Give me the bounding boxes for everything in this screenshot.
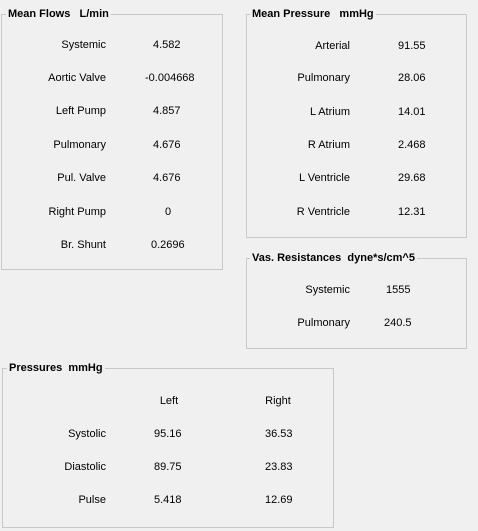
- pressure-value-l-atrium: 14.01: [398, 106, 426, 118]
- resistance-value-systemic: 1555: [386, 284, 411, 296]
- mean-pressure-group: Mean Pressure mmHg Arterial 91.55 Pulmon…: [246, 8, 467, 238]
- flow-label-br-shunt: Br. Shunt: [60, 239, 106, 251]
- pressure-label-r-ventricle: R Ventricle: [296, 206, 350, 218]
- pressure-value-r-atrium: 2.468: [398, 139, 426, 151]
- flow-value-pulmonary: 4.676: [153, 139, 181, 151]
- pressures-group: Pressures mmHg Left Right Systolic 95.16…: [2, 362, 334, 528]
- flow-value-pul-valve: 4.676: [153, 172, 181, 184]
- pressures-right-systolic: 36.53: [265, 428, 293, 440]
- pressure-label-l-ventricle: L Ventricle: [299, 172, 350, 184]
- pressure-value-r-ventricle: 12.31: [398, 206, 426, 218]
- pressures-right-diastolic: 23.83: [265, 461, 293, 473]
- pressures-right-pulse: 12.69: [265, 494, 293, 506]
- pressures-col-right-header: Right: [265, 395, 291, 407]
- flow-value-systemic: 4.582: [153, 39, 181, 51]
- pressures-label-diastolic: Diastolic: [64, 461, 106, 473]
- flow-label-pul-valve: Pul. Valve: [57, 172, 106, 184]
- pressures-label-pulse: Pulse: [78, 494, 106, 506]
- flow-label-left-pump: Left Pump: [55, 105, 106, 117]
- flow-label-right-pump: Right Pump: [48, 206, 106, 218]
- pressure-label-r-atrium: R Atrium: [307, 139, 350, 151]
- mean-flows-title: Mean Flows L/min: [6, 8, 111, 21]
- pressure-label-l-atrium: L Atrium: [310, 106, 350, 118]
- vas-resistances-group: Vas. Resistances dyne*s/cm^5 Systemic 15…: [246, 252, 467, 349]
- pressures-col-left-header: Left: [159, 395, 179, 407]
- pressure-label-pulmonary: Pulmonary: [297, 72, 350, 84]
- resistance-value-pulmonary: 240.5: [384, 317, 412, 329]
- flow-label-aortic-valve: Aortic Valve: [48, 72, 106, 84]
- mean-pressure-title: Mean Pressure mmHg: [250, 8, 376, 21]
- resistance-label-pulmonary: Pulmonary: [297, 317, 350, 329]
- pressure-value-l-ventricle: 29.68: [398, 172, 426, 184]
- flow-value-left-pump: 4.857: [153, 105, 181, 117]
- flow-value-br-shunt: 0.2696: [151, 239, 185, 251]
- pressures-left-pulse: 5.418: [154, 494, 182, 506]
- flow-label-systemic: Systemic: [61, 39, 106, 51]
- mean-flows-group: Mean Flows L/min Systemic 4.582 Aortic V…: [1, 8, 223, 270]
- pressures-left-systolic: 95.16: [154, 428, 182, 440]
- pressures-title: Pressures mmHg: [7, 362, 105, 375]
- pressure-value-pulmonary: 28.06: [398, 72, 426, 84]
- pressure-value-arterial: 91.55: [398, 40, 426, 52]
- flow-label-pulmonary: Pulmonary: [53, 139, 106, 151]
- pressures-left-diastolic: 89.75: [154, 461, 182, 473]
- flow-value-aortic-valve: -0.004668: [145, 72, 195, 84]
- resistance-label-systemic: Systemic: [305, 284, 350, 296]
- flow-value-right-pump: 0: [165, 206, 172, 218]
- pressure-label-arterial: Arterial: [315, 40, 350, 52]
- vas-resistances-title: Vas. Resistances dyne*s/cm^5: [250, 252, 417, 265]
- pressures-label-systolic: Systolic: [68, 428, 106, 440]
